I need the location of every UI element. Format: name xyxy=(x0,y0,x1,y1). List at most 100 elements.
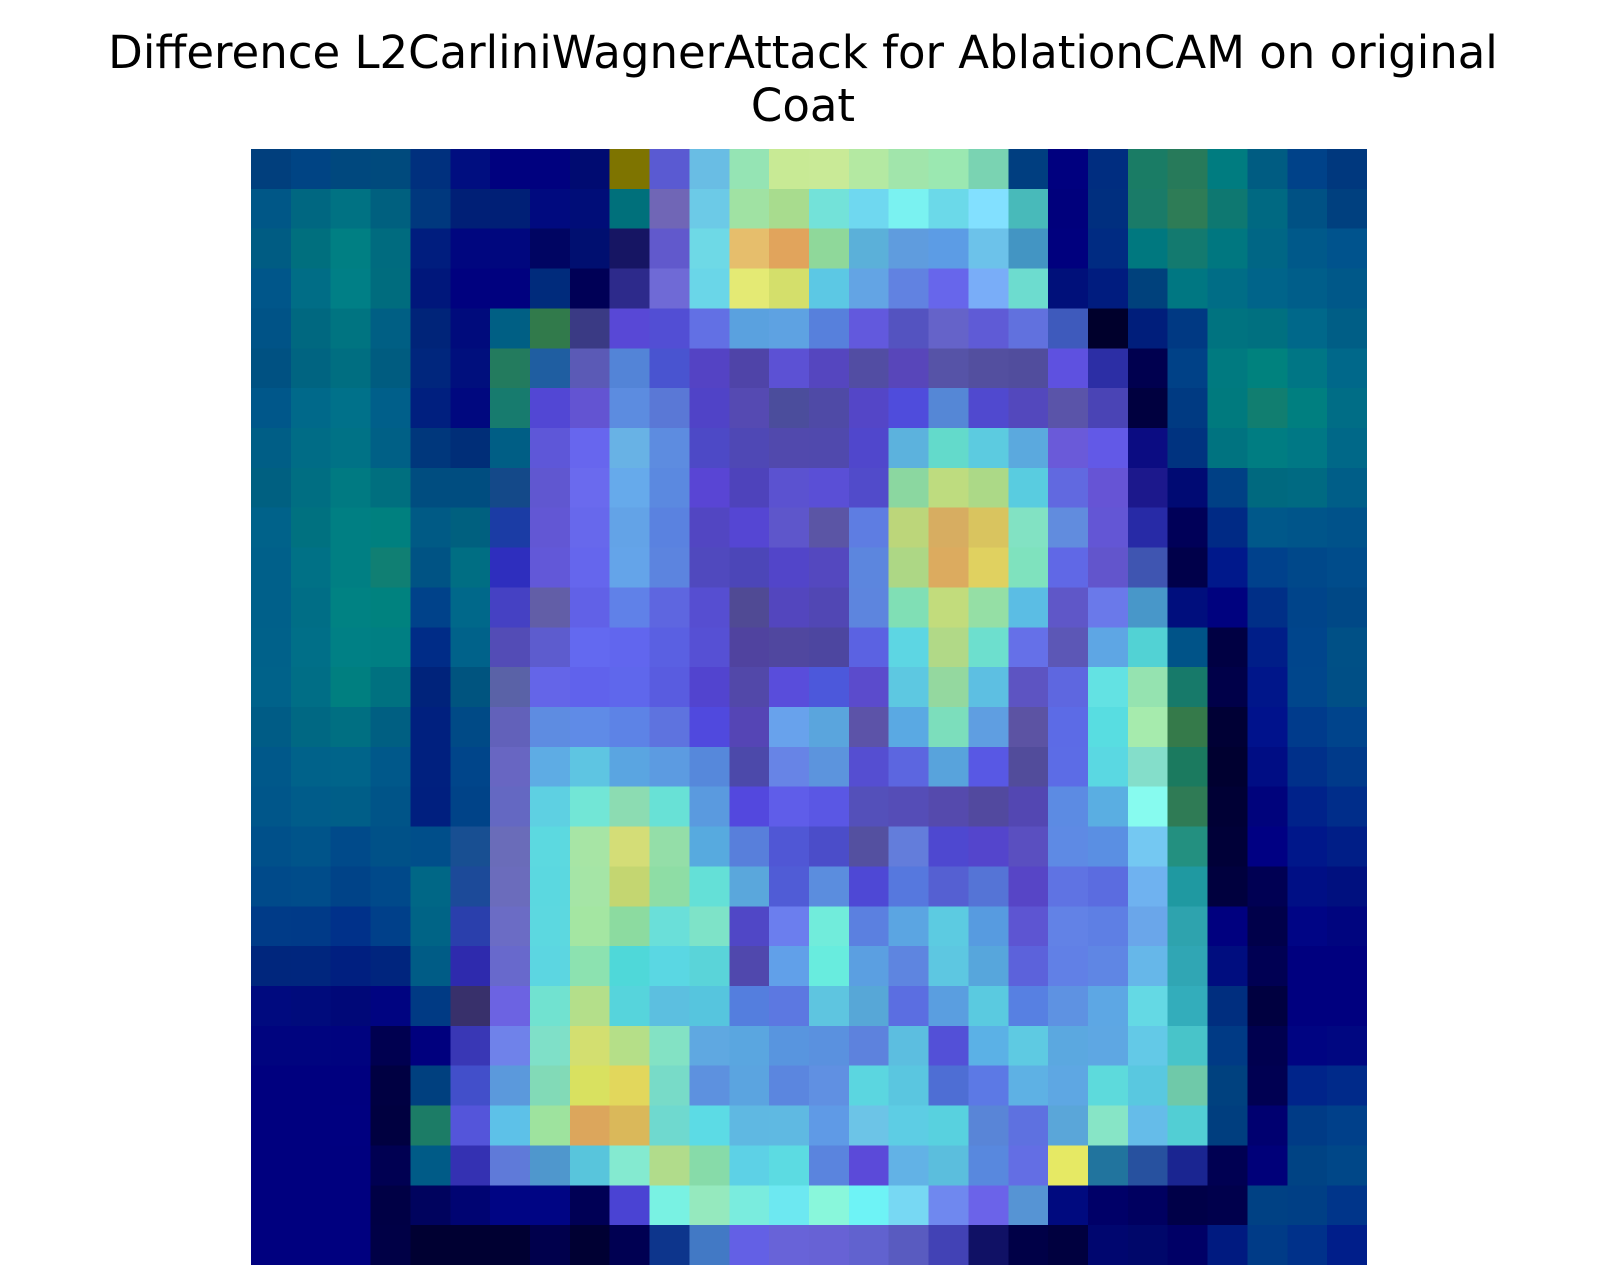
heatmap-cell-r25-c8 xyxy=(569,1145,611,1186)
heatmap-cell-r25-c24 xyxy=(1207,1145,1249,1186)
heatmap-cell-r12-c27 xyxy=(1327,627,1367,668)
heatmap-cell-r15-c15 xyxy=(848,746,890,788)
heatmap-cell-r1-c1 xyxy=(290,188,332,230)
heatmap-cell-r22-c16 xyxy=(888,1025,930,1067)
heatmap-cell-r23-c10 xyxy=(649,1065,691,1107)
heatmap-cell-r7-c16 xyxy=(888,428,930,469)
heatmap-cell-r7-c10 xyxy=(649,428,691,469)
heatmap-cell-r8-c18 xyxy=(968,467,1009,509)
heatmap-cell-r13-c4 xyxy=(410,667,451,708)
heatmap-cell-r9-c27 xyxy=(1327,507,1367,549)
heatmap-cell-r19-c5 xyxy=(450,906,491,947)
heatmap-cell-r12-c2 xyxy=(330,627,372,668)
heatmap-cell-r21-c3 xyxy=(370,986,412,1027)
heatmap-cell-r22-c5 xyxy=(450,1025,491,1067)
heatmap-cell-r12-c24 xyxy=(1207,627,1249,668)
heatmap-cell-r6-c22 xyxy=(1127,388,1169,429)
heatmap-cell-r3-c17 xyxy=(928,268,970,310)
heatmap-cell-r19-c13 xyxy=(769,906,810,947)
heatmap-cell-r8-c1 xyxy=(290,467,332,509)
heatmap-cell-r15-c12 xyxy=(729,746,770,788)
heatmap-cell-r26-c13 xyxy=(769,1185,810,1226)
heatmap-cell-r24-c8 xyxy=(569,1105,611,1147)
heatmap-cell-r3-c0 xyxy=(251,268,292,310)
heatmap-cell-r3-c16 xyxy=(888,268,930,310)
heatmap-cell-r6-c18 xyxy=(968,388,1009,429)
heatmap-cell-r26-c10 xyxy=(649,1185,691,1226)
heatmap-cell-r21-c14 xyxy=(809,986,850,1027)
heatmap-cell-r25-c20 xyxy=(1048,1145,1089,1186)
heatmap-cell-r0-c27 xyxy=(1327,149,1367,190)
heatmap-cell-r10-c2 xyxy=(330,547,372,589)
heatmap-cell-r21-c10 xyxy=(649,986,691,1027)
heatmap-cell-r1-c5 xyxy=(450,188,491,230)
heatmap-cell-r12-c14 xyxy=(809,627,850,668)
heatmap-cell-r10-c23 xyxy=(1167,547,1209,589)
heatmap-cell-r18-c4 xyxy=(410,866,451,907)
heatmap-cell-r17-c16 xyxy=(888,826,930,868)
heatmap-cell-r14-c23 xyxy=(1167,707,1209,748)
heatmap-cell-r25-c5 xyxy=(450,1145,491,1186)
heatmap-cell-r22-c23 xyxy=(1167,1025,1209,1067)
heatmap-cell-r6-c2 xyxy=(330,388,372,429)
heatmap-cell-r3-c12 xyxy=(729,268,770,310)
heatmap-cell-r18-c24 xyxy=(1207,866,1249,907)
heatmap-cell-r6-c11 xyxy=(689,388,730,429)
heatmap-cell-r19-c17 xyxy=(928,906,970,947)
heatmap-cell-r11-c24 xyxy=(1207,587,1249,628)
heatmap-cell-r5-c25 xyxy=(1247,348,1288,389)
heatmap-cell-r25-c21 xyxy=(1088,1145,1129,1186)
heatmap-cell-r3-c19 xyxy=(1008,268,1049,310)
heatmap-cell-r8-c17 xyxy=(928,467,970,509)
heatmap-cell-r16-c14 xyxy=(809,786,850,828)
heatmap-cell-r23-c16 xyxy=(888,1065,930,1107)
heatmap-cell-r7-c1 xyxy=(290,428,332,469)
heatmap-cell-r0-c7 xyxy=(530,149,571,190)
heatmap-cell-r10-c1 xyxy=(290,547,332,589)
heatmap-cell-r12-c3 xyxy=(370,627,412,668)
heatmap-cell-r9-c11 xyxy=(689,507,730,549)
heatmap-cell-r8-c22 xyxy=(1127,467,1169,509)
heatmap-cell-r0-c20 xyxy=(1048,149,1089,190)
heatmap-cell-r9-c6 xyxy=(490,507,531,549)
heatmap-cell-r5-c27 xyxy=(1327,348,1367,389)
heatmap-cell-r8-c13 xyxy=(769,467,810,509)
heatmap-cell-r24-c26 xyxy=(1287,1105,1328,1147)
heatmap-cell-r14-c1 xyxy=(290,707,332,748)
heatmap-cell-r1-c20 xyxy=(1048,188,1089,230)
heatmap-cell-r14-c6 xyxy=(490,707,531,748)
heatmap-cell-r7-c19 xyxy=(1008,428,1049,469)
heatmap-cell-r25-c25 xyxy=(1247,1145,1288,1186)
heatmap-cell-r17-c11 xyxy=(689,826,730,868)
heatmap-cell-r18-c21 xyxy=(1088,866,1129,907)
heatmap-cell-r2-c2 xyxy=(330,228,372,270)
heatmap-cell-r19-c16 xyxy=(888,906,930,947)
heatmap-cell-r9-c13 xyxy=(769,507,810,549)
heatmap-cell-r18-c25 xyxy=(1247,866,1288,907)
heatmap-cell-r19-c7 xyxy=(530,906,571,947)
heatmap-cell-r10-c20 xyxy=(1048,547,1089,589)
heatmap-cell-r16-c12 xyxy=(729,786,770,828)
heatmap-cell-r24-c14 xyxy=(809,1105,850,1147)
heatmap-cell-r21-c21 xyxy=(1088,986,1129,1027)
heatmap-cell-r14-c18 xyxy=(968,707,1009,748)
heatmap-cell-r13-c16 xyxy=(888,667,930,708)
heatmap-cell-r27-c17 xyxy=(928,1225,970,1265)
heatmap-cell-r7-c8 xyxy=(569,428,611,469)
heatmap-cell-r0-c16 xyxy=(888,149,930,190)
heatmap-cell-r16-c27 xyxy=(1327,786,1367,828)
heatmap-cell-r12-c10 xyxy=(649,627,691,668)
heatmap-cell-r9-c22 xyxy=(1127,507,1169,549)
heatmap-cell-r23-c25 xyxy=(1247,1065,1288,1107)
heatmap-cell-r16-c13 xyxy=(769,786,810,828)
heatmap-cell-r2-c1 xyxy=(290,228,332,270)
heatmap-cell-r22-c24 xyxy=(1207,1025,1249,1067)
heatmap-cell-r7-c13 xyxy=(769,428,810,469)
heatmap-cell-r26-c15 xyxy=(848,1185,890,1226)
heatmap-cell-r5-c18 xyxy=(968,348,1009,389)
heatmap-cell-r27-c11 xyxy=(689,1225,730,1265)
heatmap-cell-r16-c10 xyxy=(649,786,691,828)
heatmap-cell-r14-c4 xyxy=(410,707,451,748)
heatmap-cell-r23-c19 xyxy=(1008,1065,1049,1107)
heatmap-cells xyxy=(251,149,1367,1265)
